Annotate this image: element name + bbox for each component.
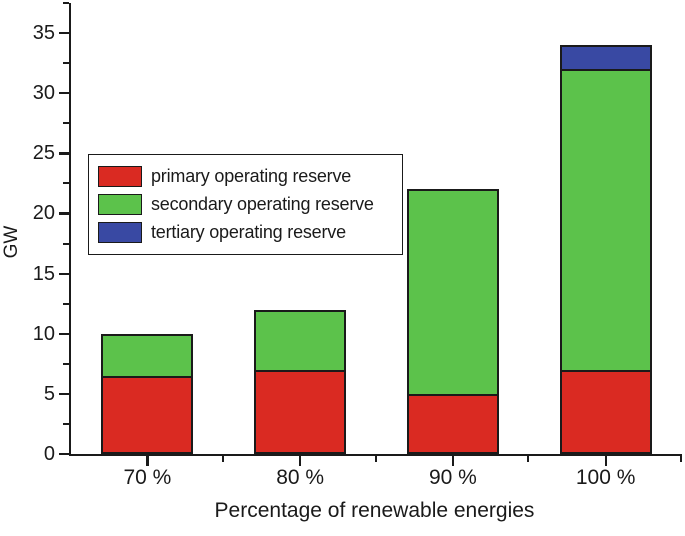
y-minor-tick [63,422,69,425]
y-major-tick [59,453,69,456]
bar-segment [559,369,652,454]
x-major-tick [299,456,302,466]
y-minor-tick [63,122,69,125]
y-tick-label: 35 [32,22,55,45]
y-minor-tick [63,2,69,4]
legend-item-primary: primary operating reserve [98,162,392,190]
bar-segment [559,69,652,372]
bar-segment [406,189,499,396]
x-tick-label: 90 % [428,466,477,489]
x-axis-title: Percentage of renewable energies [214,499,535,522]
y-major-tick [59,92,69,95]
bar-segment [101,333,194,378]
y-minor-tick [63,182,69,185]
x-tick-label: 70 % [123,466,172,489]
legend-item-tertiary: tertiary operating reserve [98,218,392,246]
legend-item-secondary: secondary operating reserve [98,190,392,218]
y-minor-tick [63,362,69,365]
bar-segment [101,375,194,454]
bar-segment [254,309,347,372]
plot-area: 0 5 10 15 20 25 30 35 70 % 80 % 90 % 100 % [33,2,682,489]
primary-reserve-swatch [98,165,142,187]
secondary-reserve-swatch [98,193,142,215]
y-minor-tick [63,62,69,65]
tertiary-reserve-swatch [98,221,142,243]
y-major-tick [59,332,69,335]
legend: primary operating reserve secondary oper… [88,154,403,255]
x-tick-label: 100 % [575,466,636,489]
y-major-tick [59,212,69,215]
y-minor-tick [63,302,69,305]
y-major-tick [59,392,69,396]
x-major-tick [146,456,149,466]
y-tick-label: 5 [43,382,55,405]
y-minor-tick [63,242,69,245]
x-minor-tick [221,456,224,462]
bar-segment [559,45,652,72]
y-major-tick [59,152,69,155]
x-major-tick [604,456,607,466]
x-minor-tick [374,456,377,462]
legend-label: primary operating reserve [151,166,352,186]
x-minor-tick [680,456,682,462]
bar-segment [254,369,347,454]
y-major-tick [59,32,69,35]
legend-label: secondary operating reserve [151,194,374,214]
y-tick-label: 30 [32,82,55,105]
y-axis-title: GW [1,225,22,259]
x-tick-label: 80 % [276,466,325,489]
legend-label: tertiary operating reserve [151,222,346,242]
y-tick-label: 25 [32,142,55,165]
y-tick-label: 20 [32,202,55,225]
y-tick-label: 0 [43,443,55,465]
x-minor-tick [527,456,530,462]
bar-segment [406,393,499,454]
y-major-tick [59,272,69,275]
y-tick-label: 15 [32,262,55,285]
x-major-tick [451,456,455,466]
y-tick-label: 10 [32,322,55,345]
